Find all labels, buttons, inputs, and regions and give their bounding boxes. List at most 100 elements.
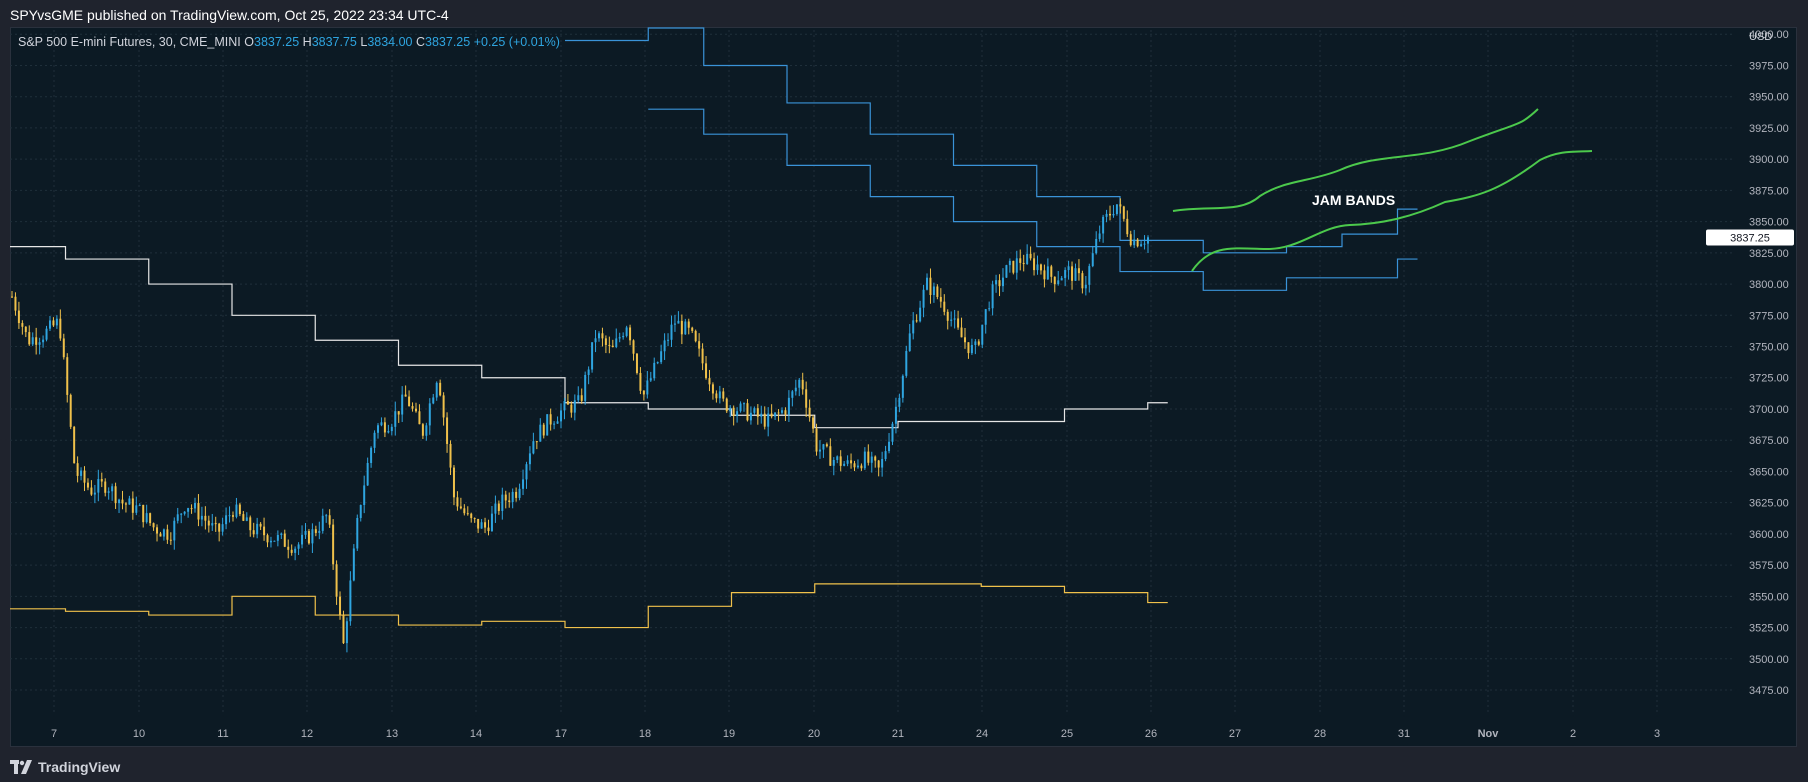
candle-body — [891, 423, 894, 442]
candle-body — [345, 621, 348, 644]
candle-body — [414, 408, 417, 412]
candle-body — [853, 463, 856, 468]
candle-body — [176, 514, 179, 521]
candle-body — [121, 499, 124, 504]
x-tick-label: 19 — [723, 728, 735, 740]
candle-body — [318, 530, 321, 533]
candle-body — [705, 363, 708, 379]
candle-body — [535, 441, 538, 443]
candle-body — [622, 335, 625, 338]
candle-body — [1046, 266, 1049, 280]
candle-body — [93, 492, 96, 495]
candle-body — [301, 534, 304, 545]
candle-body — [639, 372, 642, 391]
candle-body — [805, 389, 808, 408]
x-tick-label: 28 — [1314, 728, 1326, 740]
candle-body — [211, 523, 214, 526]
candle-body — [829, 446, 832, 466]
candle-body — [912, 320, 915, 334]
y-tick-label: 3575.00 — [1749, 560, 1789, 572]
candle-body — [888, 441, 891, 452]
candle-body — [1050, 266, 1053, 277]
candle-body — [452, 467, 455, 498]
candle-body — [501, 494, 504, 511]
candle-body — [687, 321, 690, 328]
low-value: 3834.00 — [367, 35, 413, 49]
candle-body — [556, 421, 559, 424]
candle-body — [1053, 276, 1056, 285]
candle-body — [546, 414, 549, 436]
candle-body — [822, 444, 825, 450]
candle-body — [104, 481, 107, 493]
candle-body — [180, 513, 183, 515]
candle-body — [159, 533, 162, 537]
candle-body — [718, 391, 721, 399]
candle-body — [584, 374, 587, 401]
candle-body — [777, 412, 780, 414]
x-tick-label: 14 — [470, 728, 482, 740]
candle-body — [428, 403, 431, 426]
candle-body — [290, 549, 293, 553]
bottom-bar: TradingView — [0, 752, 1808, 782]
candle-body — [884, 451, 887, 459]
candle-body — [746, 403, 749, 421]
candle-body — [494, 503, 497, 514]
candle-body — [73, 426, 76, 464]
candle-body — [238, 504, 241, 515]
candle-body — [1077, 268, 1080, 274]
tradingview-icon — [10, 760, 32, 774]
candle-body — [850, 460, 853, 464]
candle-body — [259, 523, 262, 527]
y-tick-label: 4000.00 — [1749, 29, 1789, 41]
candle-body — [456, 497, 459, 507]
candle-body — [1033, 258, 1036, 271]
candle-body — [332, 524, 335, 565]
candle-body — [1012, 260, 1015, 273]
candle-body — [342, 614, 345, 644]
candle-body — [131, 498, 134, 513]
candle-body — [35, 337, 38, 345]
jam-band-lower-curve — [1191, 150, 1593, 272]
candle-body — [960, 327, 963, 338]
candle-body — [69, 394, 72, 427]
candle-body — [767, 413, 770, 427]
x-tick-label: 11 — [217, 728, 228, 740]
candle-body — [42, 339, 45, 343]
candle-body — [490, 513, 493, 532]
candle-body — [732, 407, 735, 417]
candle-body — [466, 513, 469, 515]
candle-body — [798, 379, 801, 388]
candle-body — [349, 580, 352, 622]
candle-body — [21, 323, 24, 327]
candle-body — [1122, 206, 1125, 219]
candle-body — [1043, 270, 1046, 280]
candle-body — [649, 378, 652, 381]
x-tick-label: 21 — [892, 728, 904, 740]
candle-body — [380, 422, 383, 426]
candle-body — [221, 524, 224, 532]
y-tick-label: 3775.00 — [1749, 310, 1789, 322]
candle-body — [1140, 244, 1143, 247]
candle-body — [587, 369, 590, 375]
candle-body — [836, 456, 839, 460]
open-value: 3837.25 — [254, 35, 300, 49]
candle-body — [390, 426, 393, 432]
candle-body — [204, 515, 207, 521]
x-tick-label: 26 — [1145, 728, 1157, 740]
y-tick-label: 3925.00 — [1749, 123, 1789, 135]
candle-body — [370, 447, 373, 463]
x-tick-label: 10 — [133, 728, 145, 740]
candle-body — [708, 378, 711, 385]
candle-body — [401, 394, 404, 415]
candle-body — [957, 318, 960, 328]
tradingview-logo[interactable]: TradingView — [10, 759, 120, 775]
candle-body — [118, 499, 121, 504]
candle-body — [1060, 278, 1063, 281]
candle-body — [532, 441, 535, 454]
candle-body — [356, 517, 359, 549]
candle-body — [670, 324, 673, 340]
candle-body — [984, 309, 987, 325]
candle-body — [977, 341, 980, 345]
candle-body — [715, 393, 718, 399]
